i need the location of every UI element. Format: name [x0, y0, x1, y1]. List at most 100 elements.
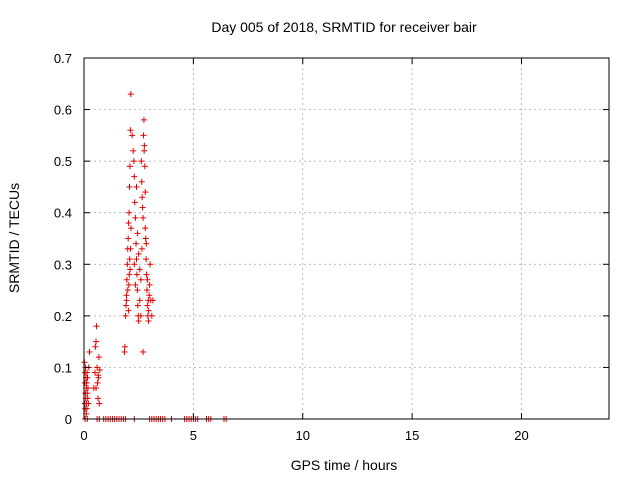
data-point — [122, 312, 129, 319]
data-point — [135, 250, 142, 257]
data-point — [96, 400, 103, 407]
data-point — [91, 369, 98, 376]
y-tick-label: 0.4 — [54, 206, 72, 221]
data-point — [126, 209, 133, 216]
data-point — [133, 271, 140, 278]
data-point — [124, 261, 131, 268]
data-point — [132, 281, 139, 288]
data-point — [149, 297, 156, 304]
data-point — [137, 312, 144, 319]
data-point — [86, 348, 93, 355]
data-point — [142, 235, 149, 242]
data-point — [141, 147, 148, 154]
data-point — [94, 364, 101, 371]
data-point — [127, 127, 134, 134]
data-point — [95, 395, 101, 402]
data-point — [138, 178, 145, 185]
data-point — [128, 225, 135, 232]
data-point — [84, 385, 91, 392]
data-point — [134, 230, 141, 237]
axis-ticks: 0 5 10 15 20 0 0.1 0.2 0.3 0.4 0.5 0.6 0.7 — [54, 51, 609, 443]
data-point — [143, 240, 150, 247]
data-point — [142, 189, 149, 196]
data-point — [139, 204, 146, 211]
data-point — [140, 348, 147, 355]
data-point — [123, 302, 129, 309]
data-point — [144, 287, 150, 294]
data-point — [126, 271, 133, 278]
data-point — [83, 379, 90, 386]
data-point — [133, 183, 140, 190]
data-point — [131, 261, 138, 268]
data-point — [131, 173, 138, 180]
y-tick-label: 0.1 — [54, 360, 72, 375]
data-point — [93, 323, 100, 330]
data-point — [134, 302, 141, 309]
data-point — [123, 292, 130, 299]
data-point — [84, 395, 91, 402]
x-axis-label: GPS time / hours — [291, 457, 398, 473]
data-point — [139, 194, 146, 201]
data-point — [146, 292, 153, 299]
x-tick-label: 5 — [190, 428, 197, 443]
data-point — [138, 158, 145, 165]
data-point — [146, 281, 153, 288]
data-point — [130, 158, 137, 165]
x-tick-label: 15 — [405, 428, 419, 443]
data-point — [84, 374, 91, 381]
data-point — [124, 287, 131, 294]
data-point — [121, 343, 128, 350]
data-point — [93, 338, 100, 345]
data-point — [148, 312, 155, 319]
data-point — [123, 276, 130, 283]
x-tick-label: 20 — [514, 428, 528, 443]
grid-lines — [84, 58, 609, 419]
data-point — [125, 281, 132, 288]
y-tick-label: 0.3 — [54, 257, 72, 272]
data-point — [135, 318, 142, 325]
data-point — [94, 379, 101, 386]
data-point — [140, 132, 147, 139]
data-point — [125, 235, 132, 242]
data-point — [127, 245, 134, 252]
chart-title: Day 005 of 2018, SRMTID for receiver bai… — [211, 19, 477, 35]
data-point — [143, 256, 150, 263]
x-tick-label: 10 — [296, 428, 310, 443]
y-axis-label: SRMTID / TECUs — [6, 183, 22, 293]
data-point — [126, 163, 133, 170]
data-point — [136, 266, 143, 273]
plot-frame — [83, 57, 610, 420]
data-point — [95, 372, 102, 379]
data-point — [141, 142, 148, 149]
data-point — [142, 225, 149, 232]
data-point — [127, 266, 134, 273]
data-point — [93, 385, 100, 392]
data-point — [129, 132, 136, 139]
data-point — [84, 390, 91, 397]
data-point — [133, 256, 140, 263]
data-point — [136, 297, 143, 304]
data-point — [92, 343, 99, 350]
x-tick-label: 0 — [80, 428, 87, 443]
data-point — [131, 199, 138, 206]
data-point — [126, 256, 133, 263]
y-tick-label: 0.6 — [54, 103, 72, 118]
data-point — [137, 276, 144, 283]
data-point — [144, 276, 151, 283]
data-point — [96, 367, 103, 374]
y-tick-label: 0.7 — [54, 51, 72, 66]
y-tick-label: 0 — [65, 412, 72, 427]
data-point — [138, 245, 145, 252]
data-point — [95, 354, 102, 361]
data-point — [143, 271, 150, 278]
data-point — [140, 214, 147, 221]
data-point — [141, 163, 148, 170]
data-point — [126, 183, 133, 190]
data-point — [121, 348, 128, 355]
y-tick-label: 0.5 — [54, 154, 72, 169]
data-points — [81, 91, 230, 422]
data-point — [140, 116, 147, 123]
data-point — [85, 400, 92, 407]
data-point — [125, 307, 132, 314]
